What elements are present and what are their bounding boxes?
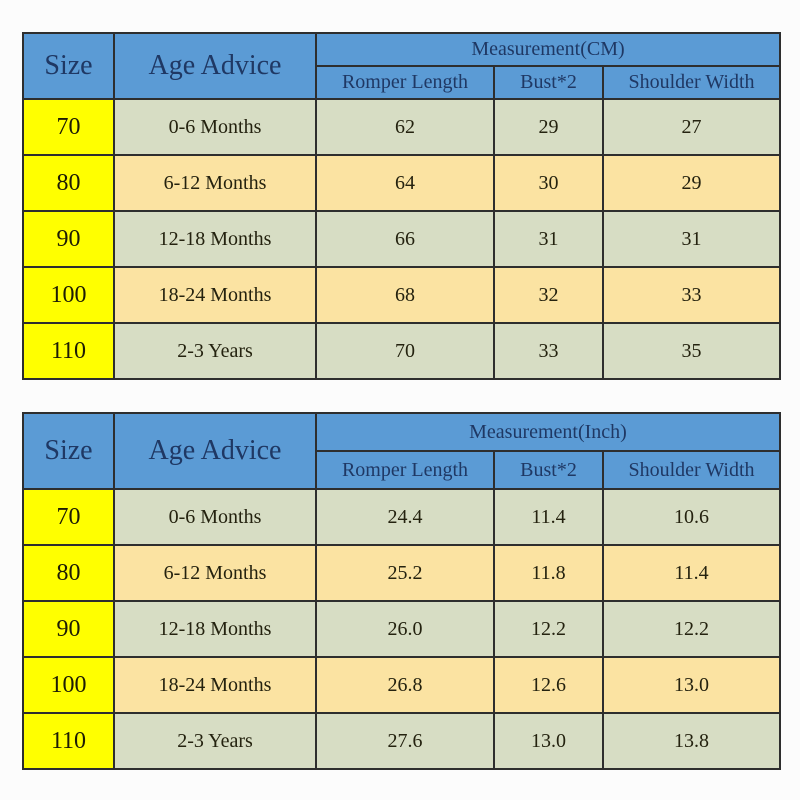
age-cell: 0-6 Months: [113, 98, 317, 156]
bust-cell: 31: [493, 210, 604, 268]
size-cell: 90: [22, 210, 115, 268]
age-cell: 0-6 Months: [113, 488, 317, 546]
shoulder-width-cell: 29: [602, 154, 781, 212]
table-row: 80 6-12 Months 25.2 11.8 11.4: [22, 544, 782, 602]
shoulder-width-cell: 33: [602, 266, 781, 324]
romper-length-header: Romper Length: [315, 450, 495, 490]
header-row: Size Age Advice Measurement(CM): [22, 32, 781, 100]
romper-length-cell: 64: [315, 154, 495, 212]
bust-cell: 32: [493, 266, 604, 324]
size-cell: 90: [22, 600, 115, 658]
romper-length-cell: 24.4: [315, 488, 495, 546]
age-cell: 2-3 Years: [113, 322, 317, 380]
romper-length-cell: 66: [315, 210, 495, 268]
age-cell: 12-18 Months: [113, 210, 317, 268]
table-row: 110 2-3 Years 27.6 13.0 13.8: [22, 712, 782, 770]
age-cell: 6-12 Months: [113, 154, 317, 212]
size-cell: 70: [22, 98, 115, 156]
bust-cell: 13.0: [493, 712, 604, 770]
measurement-cm-header: Measurement(CM): [315, 32, 781, 67]
age-advice-column-header: Age Advice: [113, 412, 317, 490]
measurement-inch-header: Measurement(Inch): [314, 412, 782, 452]
header-row: Size Age Advice Measurement(Inch): [22, 412, 782, 490]
age-cell: 6-12 Months: [113, 544, 317, 602]
subheader-row: Romper Length Bust*2 Shoulder Width: [23, 450, 782, 490]
bust-header: Bust*2: [493, 65, 604, 100]
romper-length-cell: 70: [315, 322, 495, 380]
size-cell: 100: [22, 656, 115, 714]
size-cell: 110: [22, 712, 115, 770]
size-cell: 80: [22, 154, 115, 212]
size-cell: 80: [22, 544, 115, 602]
bust-cell: 29: [493, 98, 604, 156]
romper-length-cell: 25.2: [315, 544, 495, 602]
age-cell: 2-3 Years: [113, 712, 317, 770]
bust-cell: 11.4: [493, 488, 604, 546]
romper-length-cell: 68: [315, 266, 495, 324]
romper-length-cell: 26.8: [315, 656, 495, 714]
age-cell: 18-24 Months: [113, 266, 317, 324]
romper-length-cell: 26.0: [315, 600, 495, 658]
table-row: 80 6-12 Months 64 30 29: [22, 154, 781, 212]
bust-cell: 12.2: [493, 600, 604, 658]
bust-cell: 12.6: [493, 656, 604, 714]
shoulder-width-cell: 10.6: [601, 488, 782, 546]
size-column-header: Size: [22, 412, 115, 490]
romper-length-cell: 62: [315, 98, 495, 156]
size-table-inch: Size Age Advice Measurement(Inch) Romper…: [22, 412, 782, 770]
size-cell: 110: [22, 322, 115, 380]
table-row: 110 2-3 Years 70 33 35: [22, 322, 781, 380]
table-row: 90 12-18 Months 26.0 12.2 12.2: [22, 600, 782, 658]
age-cell: 18-24 Months: [113, 656, 317, 714]
shoulder-width-header: Shoulder Width: [601, 450, 782, 490]
shoulder-width-cell: 11.4: [601, 544, 782, 602]
table-row: 100 18-24 Months 68 32 33: [22, 266, 781, 324]
table-row: 90 12-18 Months 66 31 31: [22, 210, 781, 268]
shoulder-width-cell: 35: [602, 322, 781, 380]
shoulder-width-cell: 13.0: [601, 656, 782, 714]
bust-cell: 11.8: [493, 544, 604, 602]
age-cell: 12-18 Months: [113, 600, 317, 658]
shoulder-width-cell: 27: [602, 98, 781, 156]
table-row: 70 0-6 Months 62 29 27: [22, 98, 781, 156]
size-cell: 70: [22, 488, 115, 546]
shoulder-width-cell: 13.8: [601, 712, 782, 770]
bust-cell: 33: [493, 322, 604, 380]
bust-header: Bust*2: [493, 450, 604, 490]
shoulder-width-cell: 31: [602, 210, 781, 268]
shoulder-width-cell: 12.2: [601, 600, 782, 658]
size-column-header: Size: [22, 32, 115, 100]
subheader-row: Romper Length Bust*2 Shoulder Width: [23, 65, 781, 100]
table-row: 70 0-6 Months 24.4 11.4 10.6: [22, 488, 782, 546]
romper-length-cell: 27.6: [315, 712, 495, 770]
table-gap: [22, 380, 779, 412]
age-advice-column-header: Age Advice: [113, 32, 317, 100]
shoulder-width-header: Shoulder Width: [602, 65, 781, 100]
table-row: 100 18-24 Months 26.8 12.6 13.0: [22, 656, 782, 714]
size-cell: 100: [22, 266, 115, 324]
bust-cell: 30: [493, 154, 604, 212]
romper-length-header: Romper Length: [315, 65, 495, 100]
size-table-cm: Size Age Advice Measurement(CM) Romper L…: [22, 32, 781, 380]
